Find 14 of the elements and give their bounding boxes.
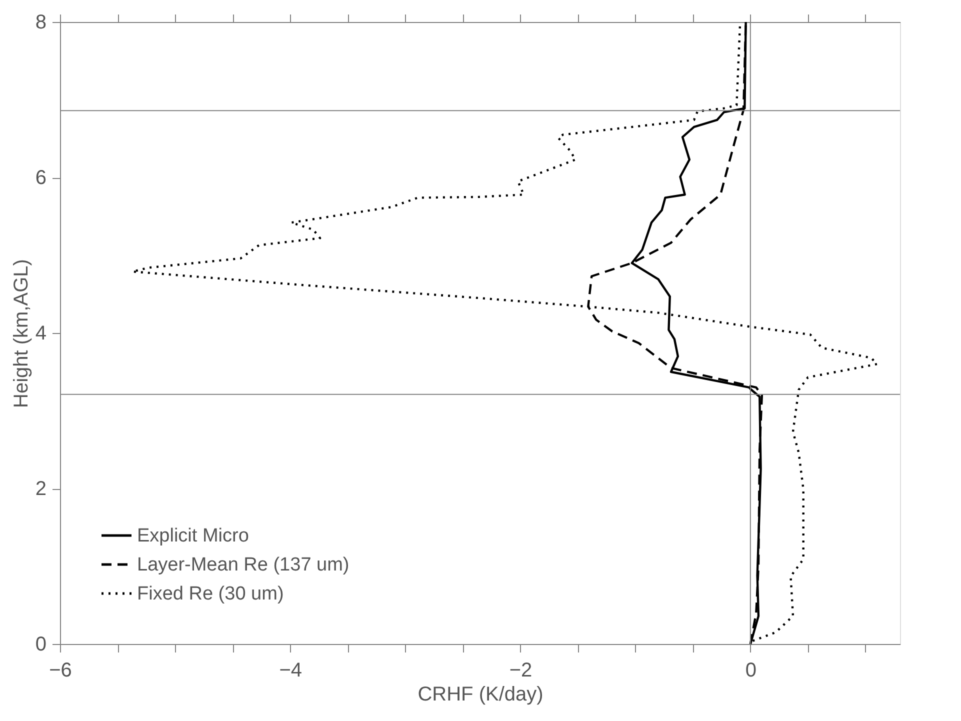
x-tick-label: 0	[745, 660, 756, 682]
x-tick-label: −2	[509, 660, 532, 682]
y-tick-label: 6	[35, 167, 46, 189]
x-tick-label: −6	[49, 660, 72, 682]
x-tick-label: −4	[279, 660, 302, 682]
y-axis-title: Height (km,AGL)	[10, 259, 32, 408]
y-tick-label: 8	[35, 12, 46, 34]
legend-label: Layer-Mean Re (137 um)	[137, 554, 350, 576]
legend-label: Fixed Re (30 um)	[137, 584, 284, 604]
y-tick-label: 4	[35, 322, 46, 344]
y-tick-label: 0	[35, 634, 46, 656]
legend-label: Explicit Micro	[137, 526, 249, 546]
y-tick-label: 2	[35, 478, 46, 500]
x-axis-title: CRHF (K/day)	[418, 684, 544, 706]
